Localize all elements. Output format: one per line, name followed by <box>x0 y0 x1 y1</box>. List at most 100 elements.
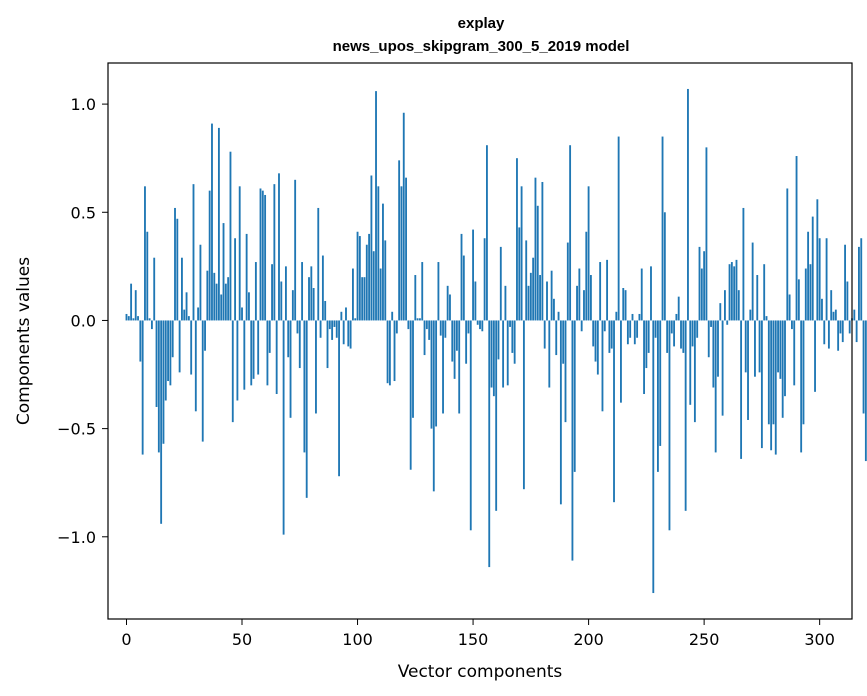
bar-100 <box>356 231 359 321</box>
bar-260 <box>726 320 729 325</box>
bar-98 <box>352 268 354 321</box>
bar-236 <box>670 320 673 334</box>
bar-166 <box>509 320 511 327</box>
bar-227 <box>650 266 652 321</box>
bar-239 <box>677 296 680 321</box>
bar-205 <box>599 262 602 321</box>
bar-183 <box>548 320 551 388</box>
bar-56 <box>254 262 257 321</box>
bar-298 <box>814 320 816 392</box>
bar-17 <box>164 320 167 401</box>
chart-title-line2: news_upos_skipgram_300_5_2019 model <box>333 38 630 55</box>
bar-145 <box>460 233 463 321</box>
bar-67 <box>280 281 283 321</box>
bar-259 <box>724 290 726 321</box>
y-tick-label: 0.5 <box>71 203 96 222</box>
bar-2 <box>130 283 133 321</box>
bar-228 <box>652 320 655 594</box>
bar-4 <box>134 290 137 321</box>
bar-64 <box>273 184 276 321</box>
bar-312 <box>846 281 849 321</box>
bar-43 <box>224 283 227 321</box>
bar-238 <box>675 313 678 321</box>
bar-139 <box>446 285 449 321</box>
bar-261 <box>728 264 731 321</box>
x-tick-label: 300 <box>804 630 835 649</box>
bar-110 <box>379 268 382 321</box>
bar-224 <box>643 320 645 395</box>
bar-255 <box>714 320 717 453</box>
bar-53 <box>248 292 250 321</box>
bar-174 <box>527 285 530 321</box>
bar-307 <box>834 309 837 321</box>
bar-270 <box>749 309 752 321</box>
bar-117 <box>395 320 398 334</box>
bar-76 <box>301 262 304 321</box>
bar-31 <box>197 307 200 321</box>
bar-196 <box>578 268 581 321</box>
bar-87 <box>326 320 329 369</box>
bar-200 <box>587 186 590 321</box>
bar-187 <box>557 311 560 321</box>
bar-133 <box>432 320 435 492</box>
bar-155 <box>483 238 486 321</box>
bar-95 <box>345 307 347 321</box>
bar-161 <box>497 320 500 360</box>
bar-277 <box>765 316 768 321</box>
bar-6 <box>139 320 142 362</box>
bar-81 <box>312 288 315 321</box>
bar-88 <box>328 320 331 330</box>
bar-217 <box>626 320 629 345</box>
bar-130 <box>425 320 428 330</box>
bar-240 <box>680 320 682 349</box>
bar-107 <box>372 251 375 321</box>
bar-214 <box>620 320 622 403</box>
bar-284 <box>781 320 784 418</box>
bar-220 <box>633 320 636 345</box>
x-tick-label: 250 <box>689 630 720 649</box>
bar-302 <box>823 320 826 345</box>
bar-83 <box>317 207 320 321</box>
bar-243 <box>687 88 689 321</box>
bar-191 <box>566 242 569 321</box>
bar-61 <box>266 320 269 386</box>
bar-141 <box>451 320 454 362</box>
bar-194 <box>573 320 576 472</box>
bar-124 <box>412 320 414 418</box>
bar-50 <box>241 307 243 321</box>
bar-171 <box>520 186 523 321</box>
bar-247 <box>696 320 699 338</box>
bar-82 <box>315 320 317 414</box>
bar-9 <box>146 231 149 321</box>
bar-288 <box>791 320 793 330</box>
bar-143 <box>455 320 458 351</box>
bar-172 <box>522 320 525 490</box>
bar-20 <box>171 320 174 358</box>
bar-101 <box>358 236 361 321</box>
x-tick-label: 150 <box>458 630 489 649</box>
bar-86 <box>324 300 327 321</box>
bar-164 <box>504 285 507 321</box>
bar-140 <box>449 294 451 321</box>
bar-137 <box>442 320 444 414</box>
bar-201 <box>589 275 592 321</box>
bar-316 <box>855 320 858 343</box>
bar-77 <box>303 320 306 453</box>
bar-162 <box>499 246 502 321</box>
bar-8 <box>144 186 146 321</box>
bar-287 <box>788 294 791 321</box>
bar-69 <box>284 266 287 321</box>
bar-290 <box>795 156 798 321</box>
bar-27 <box>187 316 190 321</box>
bar-108 <box>375 91 377 321</box>
bar-3 <box>132 318 135 321</box>
bar-283 <box>779 320 782 379</box>
bar-158 <box>490 320 493 388</box>
bar-245 <box>691 320 694 347</box>
bar-84 <box>319 320 322 338</box>
bar-292 <box>800 320 803 453</box>
bar-206 <box>601 320 604 412</box>
bar-112 <box>384 240 387 321</box>
bar-123 <box>409 320 412 470</box>
bar-106 <box>370 175 373 321</box>
